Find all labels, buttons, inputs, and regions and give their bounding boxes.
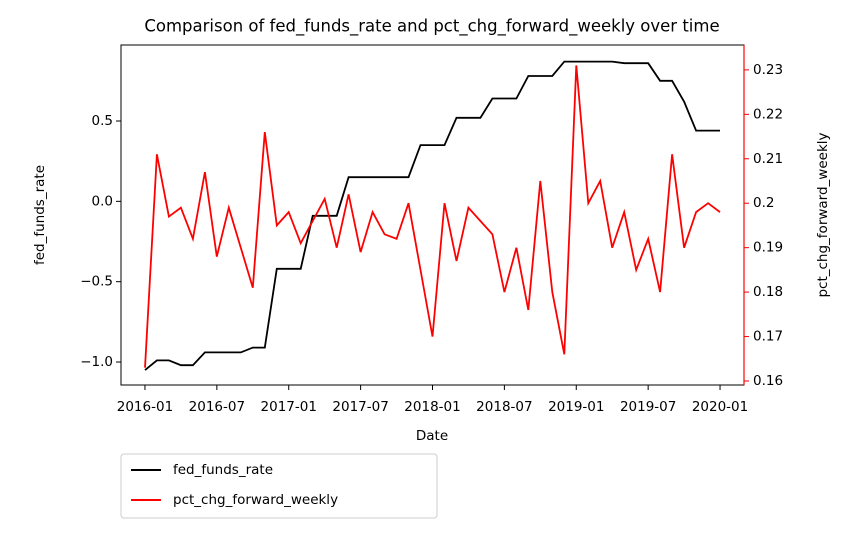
- x-tick-label: 2019-01: [548, 399, 604, 415]
- x-tick-label: 2017-07: [332, 399, 388, 415]
- y2-tick-label: 0.22: [753, 106, 783, 122]
- y-tick-label: −1.0: [80, 354, 113, 370]
- y2-tick-label: 0.16: [753, 373, 783, 389]
- x-tick-label: 2019-07: [620, 399, 676, 415]
- legend-label: pct_chg_forward_weekly: [173, 492, 338, 508]
- x-tick-label: 2017-01: [261, 399, 317, 415]
- x-tick-label: 2018-01: [404, 399, 460, 415]
- y2-axis-label: pct_chg_forward_weekly: [815, 132, 831, 297]
- data-line: [144, 60, 720, 371]
- y-tick-label: −0.5: [80, 274, 113, 290]
- legend-label: fed_funds_rate: [173, 462, 273, 478]
- y2-tick-label: 0.21: [753, 151, 783, 167]
- data-line: [144, 65, 721, 368]
- x-tick-label: 2016-01: [117, 399, 173, 415]
- y-tick-label: 0.0: [92, 193, 113, 209]
- y2-tick-label: 0.23: [753, 62, 783, 78]
- x-tick-label: 2018-07: [476, 399, 532, 415]
- y-axis-label: fed_funds_rate: [32, 165, 48, 265]
- legend-box: [120, 453, 438, 519]
- x-axis-label: Date: [416, 428, 448, 444]
- y2-tick-label: 0.19: [753, 240, 783, 256]
- chart-title: Comparison of fed_funds_rate and pct_chg…: [144, 17, 719, 37]
- y2-tick-label: 0.18: [753, 284, 783, 300]
- x-tick-label: 2016-07: [189, 399, 245, 415]
- y2-tick-label: 0.17: [753, 329, 783, 345]
- y2-tick-label: 0.2: [753, 195, 774, 211]
- x-tick-label: 2020-01: [692, 399, 748, 415]
- y-tick-label: 0.5: [92, 113, 113, 129]
